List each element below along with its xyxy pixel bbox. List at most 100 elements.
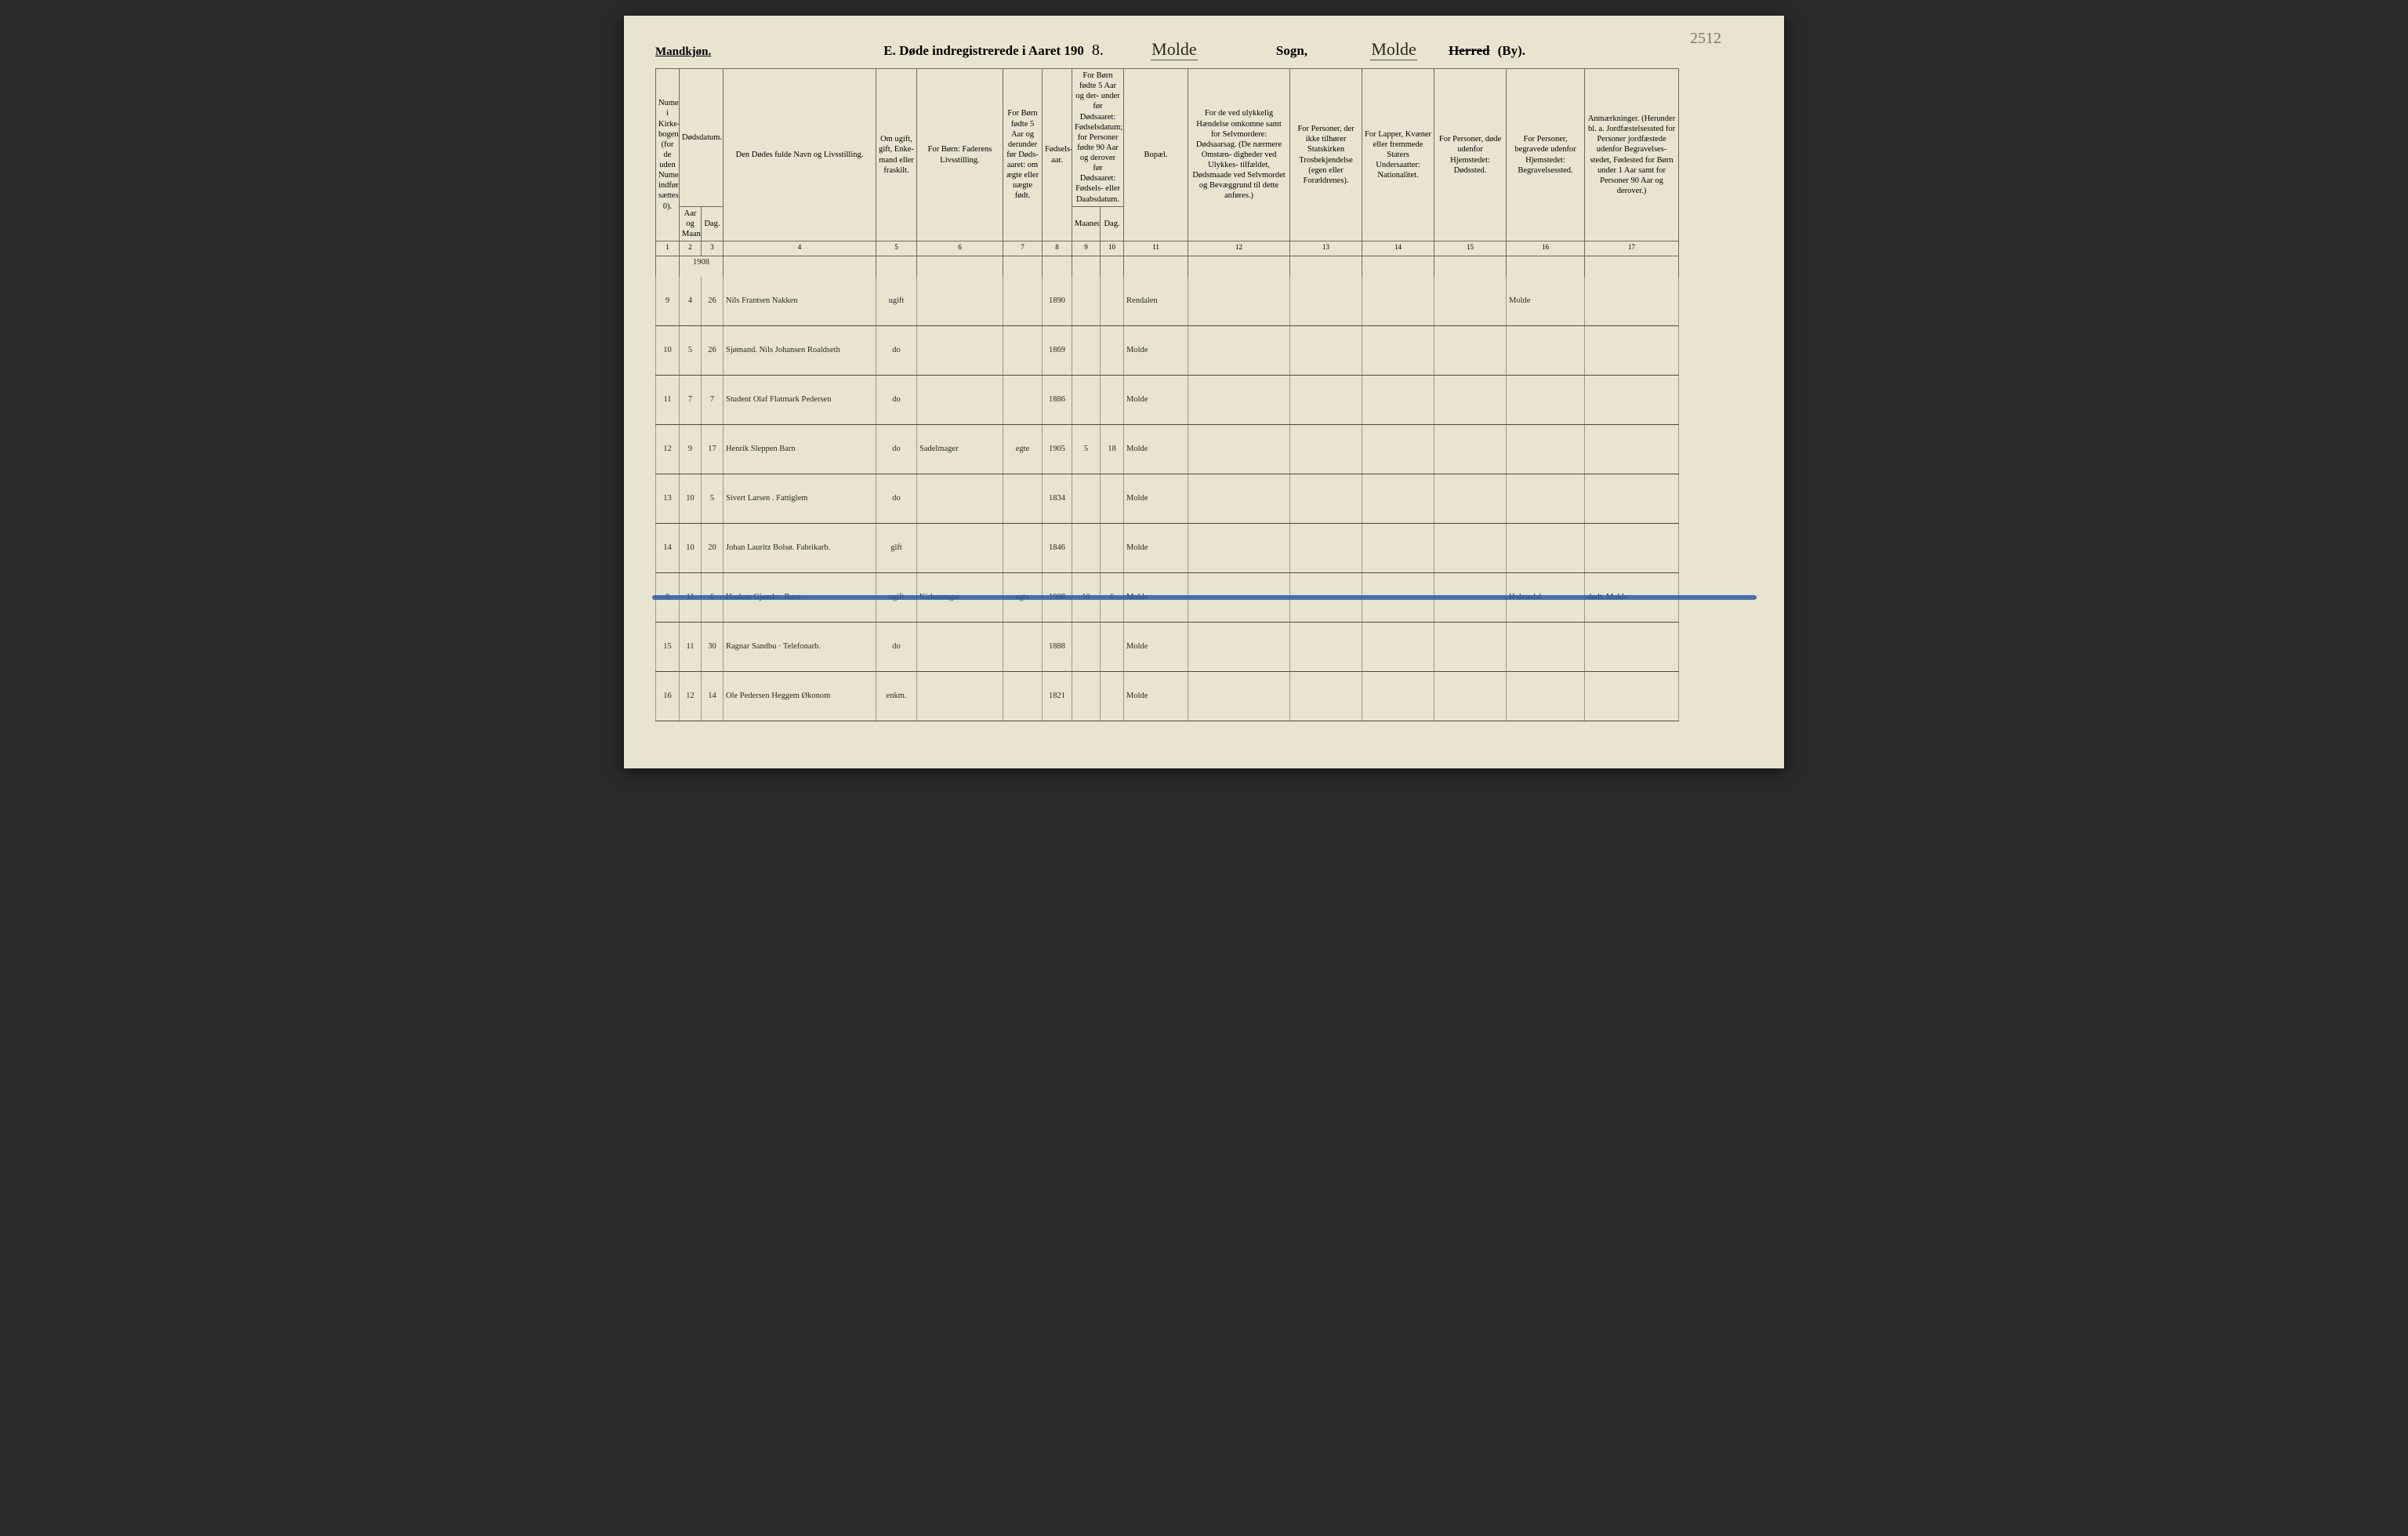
cell-bday	[1101, 474, 1124, 524]
table-row: 13105Sivert Larsen . Fattiglemdo1834Mold…	[656, 474, 1753, 524]
cell-status: do	[876, 376, 917, 425]
cell-c12	[1188, 524, 1290, 573]
cell-father	[917, 672, 1003, 721]
col-1-header: Numer i Kirke- bogen (for de uden Numer …	[656, 69, 680, 241]
col-11-header: Bopæl.	[1124, 69, 1188, 241]
cell-c16	[1507, 524, 1585, 573]
cell-c13	[1290, 277, 1362, 326]
cell-mon: 9	[680, 425, 702, 474]
cell-c14	[1362, 277, 1434, 326]
col-2-header: Aar og Maaned.	[680, 206, 702, 241]
cell-c15	[1434, 672, 1507, 721]
cell-bmon	[1072, 474, 1101, 524]
table-body: 1908 9426Nils Frantsen Nakkenugift1890Re…	[656, 256, 1753, 721]
cell-mon: 11	[680, 623, 702, 672]
gender-heading: Mandkjøn.	[655, 45, 711, 59]
cell-c15	[1434, 425, 1507, 474]
cell-c14	[1362, 573, 1434, 623]
cell-legit	[1003, 474, 1043, 524]
colnum: 10	[1101, 241, 1124, 256]
cell-legit: egte	[1003, 425, 1043, 474]
col-7-header: For Børn fødte 5 Aar og derunder før Død…	[1003, 69, 1043, 241]
table-row: 12917Henrik Sleppen BarndoSadelmageregte…	[656, 425, 1753, 474]
cell-c13	[1290, 474, 1362, 524]
cell-c14	[1362, 474, 1434, 524]
cell-c16: Molde	[1507, 277, 1585, 326]
cell-mon: 5	[680, 326, 702, 376]
corner-annotation: 2512	[1690, 30, 1721, 48]
by-label: (By).	[1498, 43, 1525, 59]
cell-status: do	[876, 474, 917, 524]
cell-c16	[1507, 623, 1585, 672]
cell-c15	[1434, 573, 1507, 623]
cell-c16	[1507, 474, 1585, 524]
cell-mon: 4	[680, 277, 702, 326]
cell-c14	[1362, 672, 1434, 721]
cell-mon: 11	[680, 573, 702, 623]
cell-c12	[1188, 474, 1290, 524]
cell-bmon	[1072, 376, 1101, 425]
table-row: 1177Student Olaf Flatmark Pedersendo1886…	[656, 376, 1753, 425]
cell-c15	[1434, 524, 1507, 573]
cell-bday	[1101, 376, 1124, 425]
cell-c12	[1188, 623, 1290, 672]
cell-num: 16	[656, 672, 680, 721]
colnum: 11	[1124, 241, 1188, 256]
cell-c14	[1362, 425, 1434, 474]
cell-father	[917, 524, 1003, 573]
title-line: E. Døde indregistrerede i Aaret 190 8. M…	[883, 39, 1753, 60]
cell-c13	[1290, 524, 1362, 573]
cell-num: 9	[656, 277, 680, 326]
cell-legit	[1003, 524, 1043, 573]
cell-c12	[1188, 672, 1290, 721]
cell-day: 30	[702, 623, 723, 672]
cell-c13	[1290, 672, 1362, 721]
cell-res: Molde	[1124, 672, 1188, 721]
cell-c15	[1434, 474, 1507, 524]
colnum: 14	[1362, 241, 1434, 256]
cell-byear: 1908	[1043, 573, 1072, 623]
cell-c13	[1290, 376, 1362, 425]
cell-bmon: 10	[1072, 573, 1101, 623]
cell-status: do	[876, 623, 917, 672]
cell-c14	[1362, 376, 1434, 425]
cell-bmon	[1072, 524, 1101, 573]
table-row: 161214Ole Pedersen Heggem Økonomenkm.182…	[656, 672, 1753, 721]
cell-c13	[1290, 425, 1362, 474]
cell-mon: 10	[680, 524, 702, 573]
cell-c12	[1188, 277, 1290, 326]
sogn-name: Molde	[1151, 39, 1198, 60]
col-17-header: Anmærkninger. (Herunder bl. a. Jordfæste…	[1585, 69, 1679, 241]
cell-name: Student Olaf Flatmark Pedersen	[723, 376, 876, 425]
cell-byear: 1905	[1043, 425, 1072, 474]
year-row: 1908	[656, 256, 1753, 278]
cell-num: 13	[656, 474, 680, 524]
title-prefix: E. Døde indregistrerede i Aaret 190	[883, 43, 1084, 59]
colnum: 15	[1434, 241, 1507, 256]
cell-bday	[1101, 326, 1124, 376]
cell-bmon	[1072, 326, 1101, 376]
cell-num: 11	[656, 376, 680, 425]
cell-res: Rendalen	[1124, 277, 1188, 326]
cell-father	[917, 623, 1003, 672]
cell-byear: 1834	[1043, 474, 1072, 524]
col-4-header: Den Dødes fulde Navn og Livsstilling.	[723, 69, 876, 241]
cell-name: Henrik Sleppen Barn	[723, 425, 876, 474]
cell-c16	[1507, 425, 1585, 474]
cell-legit	[1003, 376, 1043, 425]
colnum: 7	[1003, 241, 1043, 256]
cell-bday	[1101, 524, 1124, 573]
cell-legit: egte	[1003, 573, 1043, 623]
cell-c14	[1362, 326, 1434, 376]
cell-father	[917, 277, 1003, 326]
cell-mon: 7	[680, 376, 702, 425]
cell-res: Molde	[1124, 474, 1188, 524]
colnum: 6	[917, 241, 1003, 256]
colnum: 9	[1072, 241, 1101, 256]
colnum: 8	[1043, 241, 1072, 256]
table-row: 141020Johan Lauritz Bolsø. Fabrikarb.gif…	[656, 524, 1753, 573]
cell-c17	[1585, 474, 1679, 524]
table-row: 10526Sjømand. Nils Johansen Roaldsethdo1…	[656, 326, 1753, 376]
cell-day: 14	[702, 672, 723, 721]
col-14-header: For Lapper, Kvæner eller fremmede Stater…	[1362, 69, 1434, 241]
